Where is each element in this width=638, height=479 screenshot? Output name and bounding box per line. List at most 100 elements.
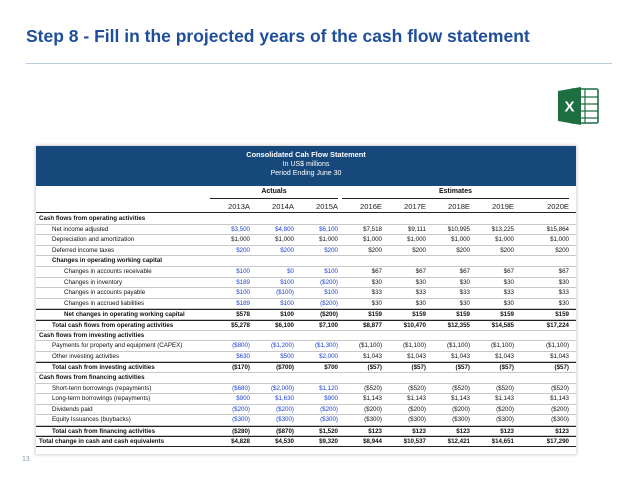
table-cell[interactable]: $100 <box>324 289 338 297</box>
table-cell[interactable]: $8,944 <box>363 438 382 446</box>
table-cell[interactable]: $30 <box>503 299 514 307</box>
table-cell[interactable]: $30 <box>558 278 569 286</box>
table-cell[interactable]: $1,000 <box>451 236 470 244</box>
table-cell[interactable]: ($280) <box>232 427 250 435</box>
table-cell[interactable]: ($300) <box>452 416 470 424</box>
table-cell[interactable]: $15,864 <box>546 225 569 233</box>
table-cell[interactable]: $900 <box>236 395 250 403</box>
table-cell[interactable]: $200 <box>280 246 294 254</box>
table-cell[interactable]: $33 <box>558 289 569 297</box>
table-cell[interactable]: $1,630 <box>275 395 294 403</box>
table-cell[interactable]: ($700) <box>276 364 294 372</box>
table-cell[interactable]: $1,520 <box>319 427 338 435</box>
table-cell[interactable]: $100 <box>236 267 250 275</box>
table-cell[interactable]: $189 <box>236 299 250 307</box>
table-cell[interactable]: $7,518 <box>363 225 382 233</box>
table-cell[interactable]: ($520) <box>364 384 382 392</box>
table-cell[interactable]: $700 <box>324 364 338 372</box>
table-cell[interactable]: ($57) <box>499 364 514 372</box>
table-cell[interactable]: $100 <box>280 311 294 319</box>
table-cell[interactable]: $200 <box>500 246 514 254</box>
table-cell[interactable]: $159 <box>555 311 569 319</box>
table-cell[interactable]: $123 <box>500 427 514 435</box>
table-cell[interactable]: ($300) <box>364 416 382 424</box>
table-cell[interactable]: $1,120 <box>319 384 338 392</box>
table-cell[interactable]: $67 <box>503 267 514 275</box>
table-cell[interactable]: ($520) <box>452 384 470 392</box>
table-cell[interactable]: ($1,300) <box>314 342 338 350</box>
table-cell[interactable]: $30 <box>558 299 569 307</box>
table-cell[interactable]: $189 <box>236 278 250 286</box>
table-cell[interactable]: ($2,000) <box>270 384 294 392</box>
table-cell[interactable]: $200 <box>412 246 426 254</box>
table-cell[interactable]: $30 <box>371 299 382 307</box>
table-cell[interactable]: $33 <box>371 289 382 297</box>
table-cell[interactable]: $1,143 <box>550 395 569 403</box>
table-cell[interactable]: ($200) <box>320 299 338 307</box>
table-cell[interactable]: $123 <box>412 427 426 435</box>
table-cell[interactable]: $200 <box>456 246 470 254</box>
table-cell[interactable]: $578 <box>236 311 250 319</box>
table-cell[interactable]: $200 <box>236 246 250 254</box>
table-cell[interactable]: $1,043 <box>495 352 514 360</box>
table-cell[interactable]: $33 <box>503 289 514 297</box>
table-cell[interactable]: $30 <box>415 278 426 286</box>
table-cell[interactable]: ($520) <box>496 384 514 392</box>
table-cell[interactable]: ($1,100) <box>545 342 569 350</box>
table-cell[interactable]: ($170) <box>232 364 250 372</box>
table-cell[interactable]: $14,651 <box>491 438 514 446</box>
table-cell[interactable]: ($300) <box>320 416 338 424</box>
table-cell[interactable]: ($200) <box>320 311 338 319</box>
table-cell[interactable]: $0 <box>287 267 294 275</box>
table-cell[interactable]: ($1,200) <box>270 342 294 350</box>
table-cell[interactable]: ($57) <box>554 364 569 372</box>
table-cell[interactable]: $159 <box>368 311 382 319</box>
table-cell[interactable]: $6,100 <box>275 321 294 329</box>
table-cell[interactable]: ($300) <box>496 416 514 424</box>
table-cell[interactable]: ($680) <box>232 384 250 392</box>
table-cell[interactable]: $123 <box>555 427 569 435</box>
table-cell[interactable]: ($300) <box>276 416 294 424</box>
table-cell[interactable]: $33 <box>415 289 426 297</box>
table-cell[interactable]: $1,000 <box>319 236 338 244</box>
table-cell[interactable]: $1,043 <box>451 352 470 360</box>
table-cell[interactable]: ($200) <box>408 405 426 413</box>
table-cell[interactable]: $1,143 <box>363 395 382 403</box>
table-cell[interactable]: $67 <box>459 267 470 275</box>
table-cell[interactable]: $500 <box>280 352 294 360</box>
table-cell[interactable]: $9,320 <box>319 438 338 446</box>
table-cell[interactable]: $67 <box>371 267 382 275</box>
table-cell[interactable]: ($800) <box>232 342 250 350</box>
table-cell[interactable]: $30 <box>371 278 382 286</box>
table-cell[interactable]: $1,000 <box>275 236 294 244</box>
table-cell[interactable]: $7,100 <box>319 321 338 329</box>
table-cell[interactable]: ($200) <box>452 405 470 413</box>
table-cell[interactable]: $6,100 <box>319 225 338 233</box>
table-cell[interactable]: $30 <box>415 299 426 307</box>
table-cell[interactable]: $1,000 <box>550 236 569 244</box>
table-cell[interactable]: $5,278 <box>231 321 250 329</box>
table-cell[interactable]: ($870) <box>276 427 294 435</box>
table-cell[interactable]: $30 <box>459 278 470 286</box>
table-cell[interactable]: ($200) <box>551 405 569 413</box>
table-cell[interactable]: ($200) <box>364 405 382 413</box>
table-cell[interactable]: $10,470 <box>403 321 426 329</box>
table-cell[interactable]: $100 <box>324 267 338 275</box>
table-cell[interactable]: ($57) <box>411 364 426 372</box>
table-cell[interactable]: $12,355 <box>447 321 470 329</box>
table-cell[interactable]: $100 <box>280 299 294 307</box>
table-cell[interactable]: $13,225 <box>491 225 514 233</box>
table-cell[interactable]: ($200) <box>320 278 338 286</box>
table-cell[interactable]: ($520) <box>408 384 426 392</box>
table-cell[interactable]: $1,143 <box>495 395 514 403</box>
table-cell[interactable]: $17,290 <box>546 438 569 446</box>
table-cell[interactable]: $67 <box>415 267 426 275</box>
table-cell[interactable]: ($200) <box>496 405 514 413</box>
table-cell[interactable]: $4,828 <box>231 438 250 446</box>
table-cell[interactable]: $1,043 <box>407 352 426 360</box>
table-cell[interactable]: $1,000 <box>495 236 514 244</box>
table-cell[interactable]: $4,530 <box>275 438 294 446</box>
table-cell[interactable]: $159 <box>412 311 426 319</box>
table-cell[interactable]: $33 <box>459 289 470 297</box>
table-cell[interactable]: $2,000 <box>319 352 338 360</box>
